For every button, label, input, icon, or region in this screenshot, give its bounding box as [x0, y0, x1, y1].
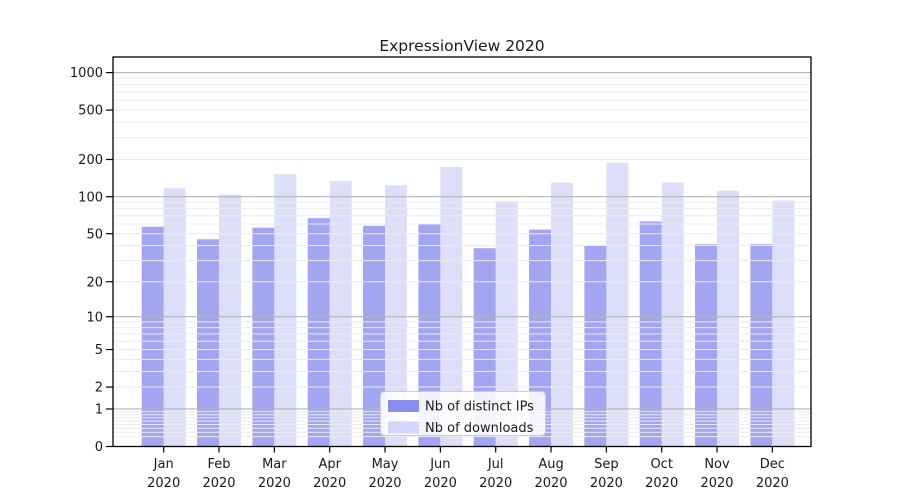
bar-jan-downloads	[163, 188, 186, 447]
bar-jun-ips	[418, 224, 441, 447]
x-tick-label-year: 2020	[479, 476, 512, 491]
bar-jun-downloads	[440, 166, 463, 447]
bar-jan-ips	[141, 226, 164, 447]
x-tick-label-month: Jun	[429, 457, 450, 472]
x-tick-label-year: 2020	[258, 476, 291, 491]
x-tick-label-month: Mar	[262, 457, 287, 472]
x-tick-label-year: 2020	[645, 476, 678, 491]
legend-label-downloads: Nb of downloads	[425, 421, 534, 436]
bar-mar-downloads	[274, 174, 297, 447]
chart-title: ExpressionView 2020	[379, 37, 544, 55]
bar-may-ips	[363, 225, 386, 447]
bar-feb-ips	[197, 239, 220, 447]
x-tick-label-year: 2020	[368, 476, 401, 491]
y-tick-label: 50	[86, 227, 103, 242]
x-tick-label-year: 2020	[534, 476, 567, 491]
bar-nov-ips	[695, 244, 718, 447]
x-tick-label-month: Jan	[153, 457, 174, 472]
y-tick-label: 1000	[70, 66, 103, 81]
bar-jul-downloads	[495, 201, 518, 447]
x-tick-label-year: 2020	[756, 476, 789, 491]
bar-may-downloads	[385, 185, 408, 447]
y-tick-label: 100	[78, 190, 103, 205]
y-tick-label: 20	[86, 275, 103, 290]
y-tick-label: 5	[95, 343, 103, 358]
bar-oct-downloads	[661, 182, 684, 447]
legend: Nb of distinct IPs Nb of downloads	[380, 391, 546, 436]
x-tick-label-month: Oct	[650, 457, 672, 472]
x-tick-label-year: 2020	[424, 476, 457, 491]
bar-apr-ips	[307, 218, 330, 447]
bar-aug-downloads	[551, 182, 574, 447]
x-tick-label-month: Dec	[760, 457, 785, 472]
x-tick-label-month: Apr	[318, 457, 341, 472]
x-tick-label-month: Nov	[704, 457, 730, 472]
y-tick-label: 1	[95, 403, 103, 418]
bar-sep-downloads	[606, 162, 629, 447]
axis-layer: 10005002001005020105210Jan2020Feb2020Mar…	[70, 66, 789, 491]
bar-dec-downloads	[772, 200, 795, 447]
x-tick-label-year: 2020	[313, 476, 346, 491]
x-tick-label-year: 2020	[147, 476, 180, 491]
bar-sep-ips	[584, 245, 607, 447]
bar-dec-ips	[750, 244, 773, 447]
y-tick-label: 500	[78, 104, 103, 119]
y-tick-label: 2	[95, 381, 103, 396]
x-tick-label-month: Sep	[594, 457, 619, 472]
x-tick-label-month: May	[372, 457, 399, 472]
x-tick-label-month: Jul	[487, 457, 504, 472]
legend-swatch-downloads	[388, 421, 419, 434]
legend-swatch-distinct-ips	[388, 400, 419, 412]
y-tick-label: 0	[95, 440, 103, 455]
x-tick-label-year: 2020	[202, 476, 235, 491]
bar-mar-ips	[252, 227, 275, 447]
bar-apr-downloads	[329, 181, 352, 447]
y-tick-label: 200	[78, 153, 103, 168]
x-tick-label-month: Feb	[208, 457, 231, 472]
x-tick-label-year: 2020	[590, 476, 623, 491]
x-tick-label-year: 2020	[700, 476, 733, 491]
bar-nov-downloads	[717, 190, 740, 447]
bar-feb-downloads	[219, 194, 242, 447]
x-tick-label-month: Aug	[538, 457, 563, 472]
legend-box	[380, 391, 546, 436]
plot-frame	[112, 56, 812, 448]
y-tick-label: 10	[86, 310, 103, 325]
legend-label-distinct-ips: Nb of distinct IPs	[425, 400, 534, 415]
